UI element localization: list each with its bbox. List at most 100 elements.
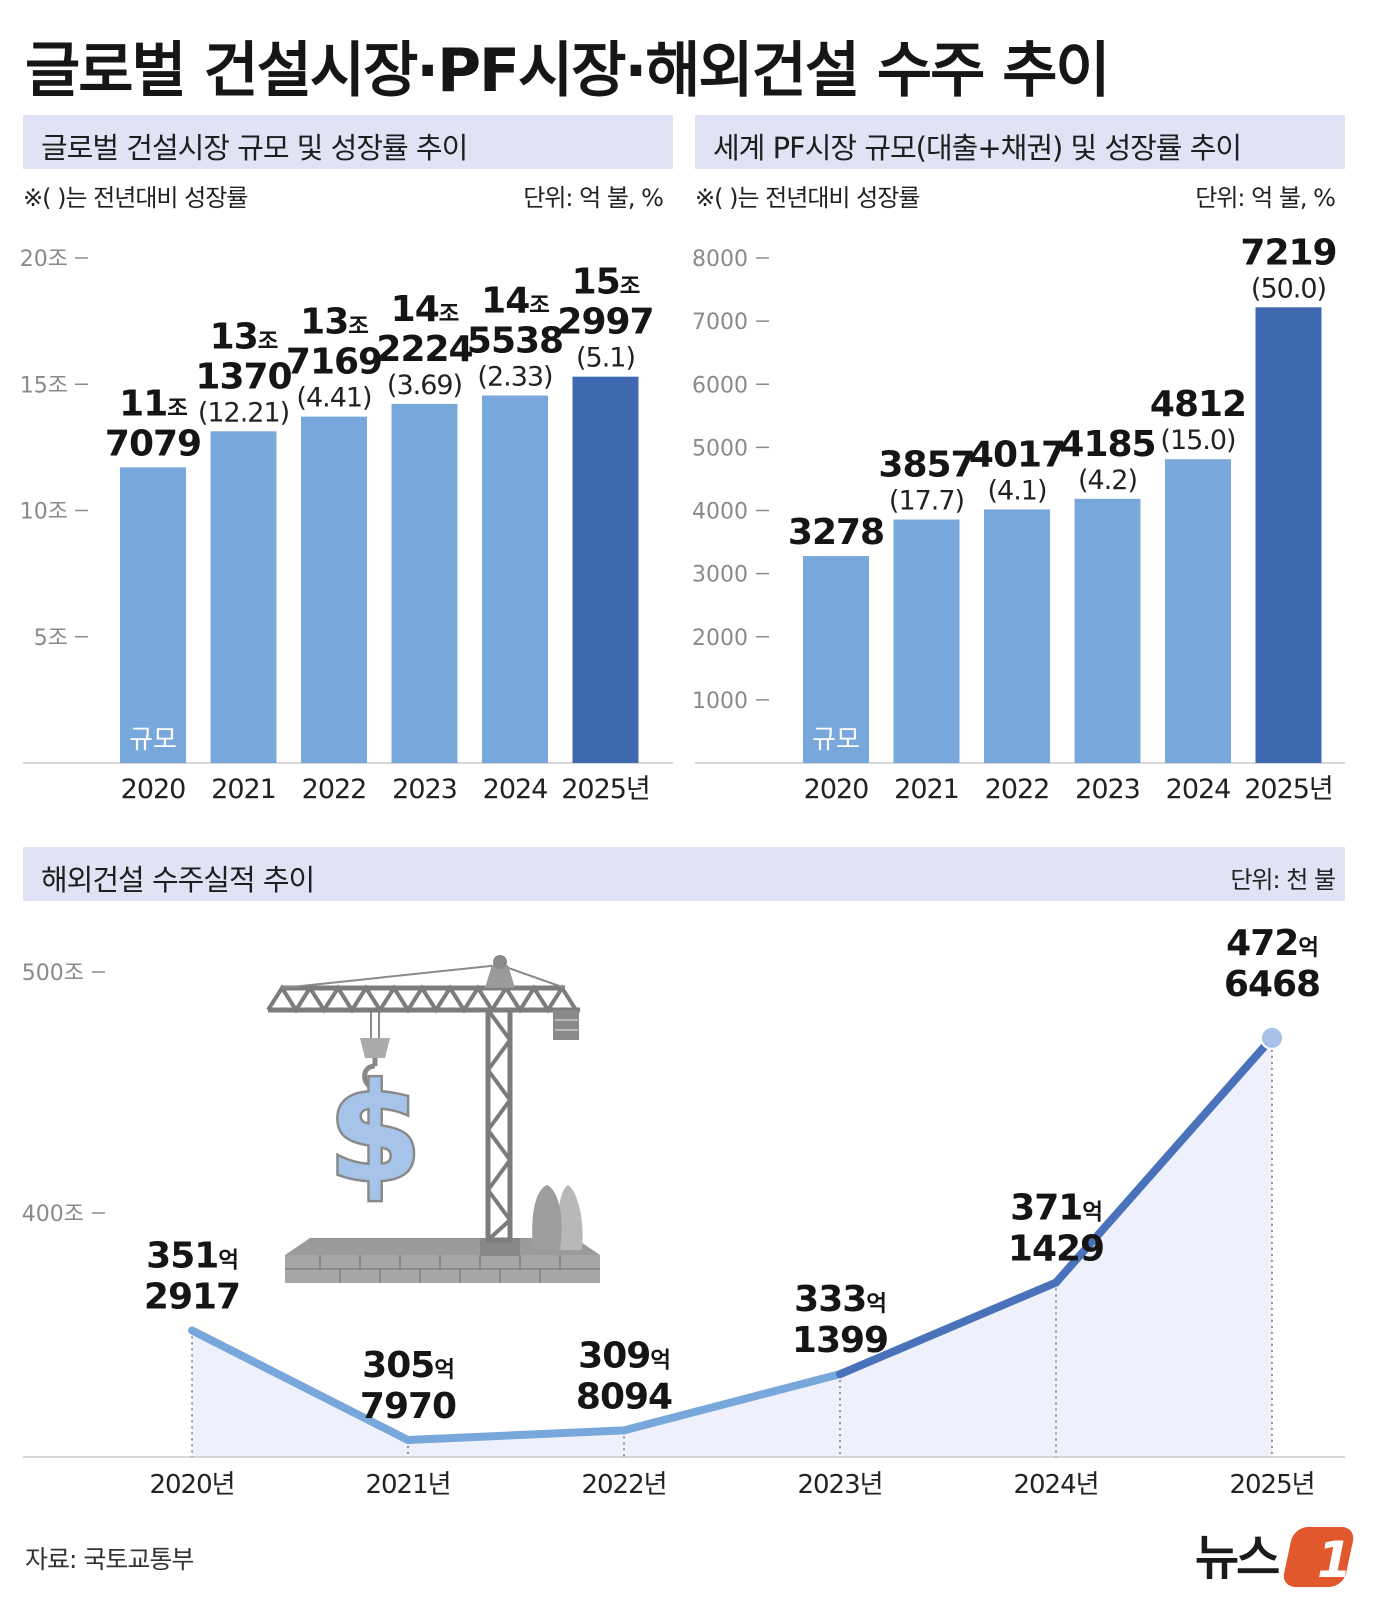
series-label: 규모 xyxy=(812,725,860,755)
x-tick-label: 2020 xyxy=(121,774,186,805)
growth-label: (4.1) xyxy=(987,475,1046,506)
y-tick-label: 6000 xyxy=(692,373,748,398)
series-label: 규모 xyxy=(129,725,177,755)
x-tick-label: 2021 xyxy=(894,774,959,805)
growth-label: (15.0) xyxy=(1160,425,1235,456)
area-fill xyxy=(192,1037,1272,1457)
growth-label: (50.0) xyxy=(1251,273,1326,304)
value-label-top: 309억 xyxy=(578,1335,670,1376)
x-tick-label: 2025년 xyxy=(1229,1470,1314,1500)
value-label: 3278 xyxy=(788,512,884,553)
value-label-top: 14조 xyxy=(481,281,549,322)
bar xyxy=(391,403,458,763)
x-tick-label: 2025년 xyxy=(1244,774,1333,805)
endpoint-marker xyxy=(1260,1025,1284,1050)
growth-label: (12.21) xyxy=(198,397,289,428)
bar xyxy=(482,395,548,763)
value-label-top: 13조 xyxy=(300,302,368,343)
x-tick-label: 2023년 xyxy=(797,1470,882,1500)
y-tick-label: 5000 xyxy=(692,436,748,461)
value-label-bottom: 1429 xyxy=(1008,1229,1104,1270)
news1-logo: 뉴스 1 xyxy=(1195,1522,1385,1592)
page-title: 글로벌 건설시장·PF시장·해외건설 수주 추이 xyxy=(25,36,1111,106)
global-construction-unit: 단위: 억 불, % xyxy=(523,184,664,212)
bar xyxy=(1074,498,1141,763)
x-tick-label: 2024년 xyxy=(1013,1470,1098,1500)
value-label-bottom: 6468 xyxy=(1224,964,1320,1005)
y-tick-label: 10조 xyxy=(20,500,68,525)
growth-label: (3.69) xyxy=(387,370,462,401)
x-tick-label: 2022년 xyxy=(581,1470,666,1500)
value-label-top: 15조 xyxy=(572,262,640,303)
growth-label: (4.41) xyxy=(296,383,371,414)
dollar-sign-icon: $ xyxy=(326,1053,425,1215)
value-label-top: 472억 xyxy=(1226,923,1318,964)
value-label-bottom: 7970 xyxy=(360,1386,456,1427)
line-segment xyxy=(188,1326,412,1445)
value-label-bottom: 7079 xyxy=(105,423,201,464)
y-tick-label: 1000 xyxy=(692,689,748,714)
value-label-bottom: 8094 xyxy=(576,1376,672,1417)
global-construction-note: ※( )는 전년대비 성장률 xyxy=(23,184,248,212)
bar xyxy=(1255,307,1322,763)
overseas-orders-header: 해외건설 수주실적 추이 xyxy=(23,847,1345,901)
y-tick-label: 4000 xyxy=(692,500,748,525)
bar xyxy=(572,376,639,763)
value-label: 4185 xyxy=(1059,424,1155,465)
value-label-top: 305억 xyxy=(362,1345,454,1386)
x-tick-label: 2023 xyxy=(392,774,457,805)
line-segment xyxy=(620,1370,844,1435)
bar xyxy=(803,556,869,763)
x-tick-label: 2020 xyxy=(804,774,869,805)
value-label-top: 351억 xyxy=(146,1235,238,1276)
global-construction-header: 글로벌 건설시장 규모 및 성장률 추이 xyxy=(23,115,673,169)
overseas-orders-unit: 단위: 천 불 xyxy=(1230,866,1336,894)
value-label-bottom: 7169 xyxy=(286,342,382,383)
growth-label: (4.2) xyxy=(1078,465,1137,496)
overseas-orders-title: 해외건설 수주실적 추이 xyxy=(41,863,315,897)
y-tick-label: 7000 xyxy=(692,310,748,335)
y-tick-label: 2000 xyxy=(692,626,748,651)
x-tick-label: 2020년 xyxy=(149,1470,234,1500)
logo-text: 뉴스 xyxy=(1195,1530,1279,1586)
y-tick-label: 8000 xyxy=(692,247,748,272)
line-segment xyxy=(1052,1033,1276,1287)
line-segment xyxy=(404,1426,628,1445)
y-tick-label: 3000 xyxy=(692,563,748,588)
value-label-top: 371억 xyxy=(1010,1188,1102,1229)
svg-text:$: $ xyxy=(328,1055,422,1212)
y-tick-label: 20조 xyxy=(20,247,68,272)
value-label-bottom: 5538 xyxy=(467,321,563,362)
growth-label: (5.1) xyxy=(576,343,635,374)
growth-label: (17.7) xyxy=(889,486,964,517)
y-tick-label: 500조 xyxy=(22,961,84,986)
bar xyxy=(301,416,367,763)
value-label: 3857 xyxy=(878,445,974,486)
pf-market-unit: 단위: 억 불, % xyxy=(1195,184,1336,212)
x-tick-label: 2023 xyxy=(1075,774,1140,805)
value-label-top: 11조 xyxy=(119,383,187,424)
value-label-top: 13조 xyxy=(210,316,278,357)
x-tick-label: 2021년 xyxy=(365,1470,450,1500)
value-label-top: 333억 xyxy=(794,1279,886,1320)
bar xyxy=(1165,459,1231,763)
bar xyxy=(984,509,1050,763)
bar xyxy=(120,467,186,763)
y-tick-label: 400조 xyxy=(22,1202,84,1227)
global-construction-title: 글로벌 건설시장 규모 및 성장률 추이 xyxy=(41,131,468,165)
bar xyxy=(210,431,277,763)
x-tick-label: 2022 xyxy=(985,774,1050,805)
value-label-top: 14조 xyxy=(391,289,459,330)
value-label-bottom: 1370 xyxy=(195,356,291,397)
x-tick-label: 2025년 xyxy=(561,774,650,805)
y-tick-label: 15조 xyxy=(20,373,68,398)
x-tick-label: 2021 xyxy=(211,774,276,805)
value-label: 4017 xyxy=(969,434,1065,475)
growth-label: (2.33) xyxy=(477,362,552,393)
source-note: 자료: 국토교통부 xyxy=(25,1545,194,1574)
line-segment xyxy=(836,1278,1060,1379)
x-tick-label: 2022 xyxy=(302,774,367,805)
